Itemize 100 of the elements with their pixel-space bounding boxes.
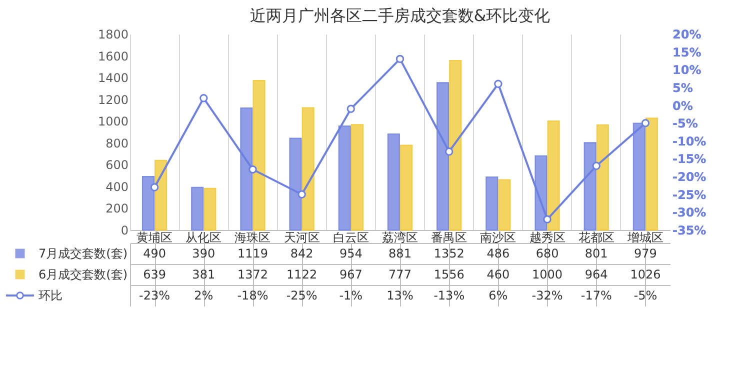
data-label: 881: [388, 246, 412, 260]
point: [396, 54, 404, 64]
bar: [338, 126, 351, 231]
bar: [191, 186, 204, 231]
legend-label: 7月成交套数(套): [38, 246, 128, 260]
data-label: 1122: [286, 268, 318, 282]
data-label: 1000: [532, 268, 563, 282]
y2-tick-label: -30%: [672, 206, 706, 220]
legend-label: 环比: [38, 288, 62, 302]
y-tick-label: 800: [106, 136, 128, 150]
bar: [289, 138, 302, 231]
x-tick-label: 荔湾区: [382, 230, 418, 244]
y-tick-label: 600: [106, 158, 128, 172]
data-label: 954: [339, 246, 362, 260]
bar: [645, 118, 658, 231]
point: [150, 183, 159, 192]
point: [543, 215, 552, 224]
data-label: -23%: [139, 288, 170, 302]
data-label: 680: [536, 246, 559, 260]
bar: [498, 179, 511, 231]
data-label: 1119: [237, 246, 268, 260]
bar: [632, 122, 646, 231]
point: [444, 148, 454, 156]
data-label: 777: [388, 268, 412, 282]
x-tick-label: 越秀区: [529, 230, 566, 244]
y-tick-label: 1800: [98, 28, 128, 42]
data-label: 13%: [386, 288, 414, 302]
data-label: -17%: [580, 288, 612, 302]
data-label: 842: [290, 246, 314, 260]
bar: [449, 60, 462, 231]
data-label: 486: [486, 246, 510, 260]
y2-tick-label: 15%: [672, 45, 702, 60]
y-tick-label: 400: [106, 180, 128, 194]
point: [200, 94, 208, 102]
x-tick-label: 花都区: [578, 230, 614, 244]
point: [298, 190, 306, 198]
data-label: -18%: [237, 288, 268, 302]
data-label: -5%: [634, 288, 658, 302]
bar: [584, 142, 596, 231]
data-label: 967: [339, 268, 362, 282]
data-label: 1372: [237, 268, 268, 282]
data-label: 964: [584, 268, 608, 282]
data-label: -13%: [434, 288, 465, 302]
y2-tick-label: -25%: [672, 188, 706, 202]
data-label: 381: [192, 268, 216, 282]
bar: [436, 82, 450, 231]
x-tick-label: 天河区: [284, 230, 320, 244]
point: [592, 162, 600, 170]
data-label: -32%: [532, 288, 563, 302]
data-label: 6%: [488, 288, 508, 302]
x-tick-label: 增城区: [626, 230, 664, 244]
data-label: 1026: [630, 268, 661, 282]
y-tick-label: 1400: [98, 71, 128, 86]
y2-tick-label: -35%: [672, 224, 706, 238]
y2-tick-label: 5%: [672, 80, 693, 95]
data-label: 639: [143, 268, 166, 282]
bar: [596, 124, 609, 231]
data-label: 460: [486, 268, 510, 282]
y-tick-label: 1600: [98, 49, 128, 64]
y2-tick-label: 0%: [672, 98, 693, 113]
y2-tick-label: -10%: [672, 134, 706, 148]
x-tick-label: 番禺区: [431, 230, 468, 244]
bar: [387, 133, 400, 231]
y2-tick-label: 20%: [672, 28, 702, 42]
bar: [486, 176, 498, 231]
legend-label: 6月成交套数(套): [38, 268, 128, 282]
data-label: 979: [634, 246, 657, 260]
bar: [154, 160, 168, 231]
point: [248, 165, 257, 174]
y-tick-label: 0: [120, 224, 128, 238]
bar: [302, 107, 314, 231]
data-label: 490: [143, 246, 166, 260]
point: [641, 118, 650, 128]
y-tick-label: 1000: [98, 114, 128, 129]
data-label: 1352: [434, 246, 464, 260]
y-tick-label: 200: [106, 202, 128, 216]
x-tick-label: 黄埔区: [136, 230, 173, 244]
bar: [400, 144, 413, 231]
y2-tick-label: -15%: [672, 152, 706, 166]
data-label: 1556: [434, 268, 464, 282]
bar: [204, 188, 216, 231]
x-tick-label: 海珠区: [234, 230, 271, 244]
bar: [350, 124, 364, 231]
y2-tick-label: 10%: [672, 63, 702, 78]
x-tick-label: 南沙区: [480, 230, 516, 244]
bar: [547, 120, 560, 231]
x-tick-label: 白云区: [332, 230, 369, 244]
point: [346, 104, 356, 113]
point: [494, 80, 502, 88]
data-label: -25%: [286, 288, 318, 302]
data-label: 2%: [194, 288, 214, 302]
y2-tick-label: -5%: [672, 116, 698, 131]
chart-title: 近两月广州各区二手房成交套数&环比变化: [250, 6, 550, 25]
bar: [252, 80, 266, 231]
x-tick-label: 从化区: [186, 230, 222, 244]
bar: [142, 176, 155, 231]
data-label: 390: [192, 246, 216, 260]
y2-tick-label: -20%: [672, 170, 706, 184]
y-tick-label: 1200: [98, 92, 128, 107]
bar: [240, 108, 253, 231]
